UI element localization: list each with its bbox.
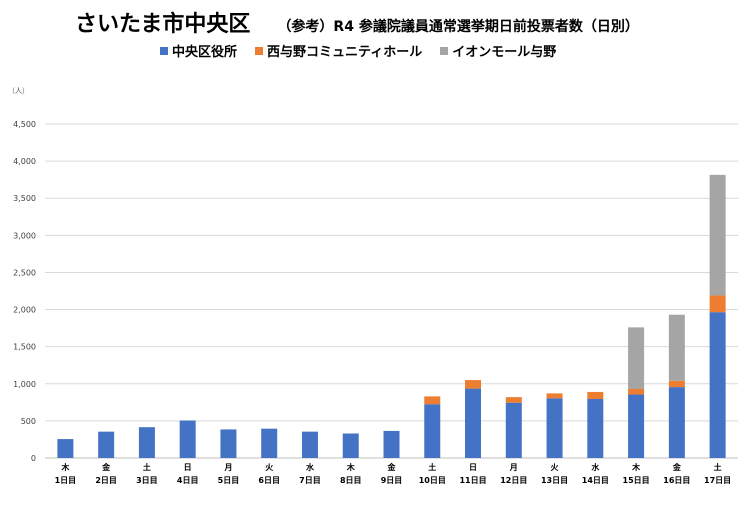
- bar-segment: [383, 430, 400, 458]
- bar-segment: [668, 380, 685, 388]
- bar-segment: [465, 388, 482, 458]
- bar-segment: [709, 174, 726, 296]
- x-tick-label: 2日目: [95, 476, 117, 485]
- x-tick-label: 12日目: [500, 476, 527, 485]
- x-tick-label: 1日目: [55, 476, 77, 485]
- y-axis-unit-label: （人）: [8, 87, 29, 95]
- y-tick-label: 2,500: [13, 268, 36, 277]
- bar-segment: [668, 314, 685, 381]
- bar-segment: [505, 397, 522, 403]
- chart-subtitle: （参考）R4 参議院議員通常選挙期日前投票者数（日別）: [277, 19, 639, 35]
- x-weekday-label: 日: [469, 463, 477, 472]
- x-weekday-label: 土: [143, 462, 151, 472]
- title-row: さいたま市中央区 （参考）R4 参議院議員通常選挙期日前投票者数（日別）: [75, 6, 639, 38]
- x-weekday-label: 金: [387, 462, 397, 472]
- bar-segment: [709, 295, 726, 313]
- x-weekday-label: 木: [346, 462, 356, 472]
- x-weekday-label: 水: [590, 462, 600, 472]
- x-weekday-label: 木: [631, 462, 641, 472]
- x-tick-label: 6日目: [258, 476, 280, 485]
- bar-segment: [628, 327, 645, 389]
- x-tick-label: 4日目: [177, 476, 199, 485]
- x-weekday-label: 金: [101, 462, 111, 472]
- bar-segment: [465, 380, 482, 389]
- bar-segment: [668, 387, 685, 458]
- x-tick-label: 8日目: [340, 476, 362, 485]
- bar-segment: [546, 398, 563, 458]
- bar-segment: [587, 391, 604, 399]
- bar-segment: [424, 396, 441, 405]
- x-weekday-label: 木: [60, 462, 70, 472]
- x-weekday-label: 火: [551, 463, 560, 472]
- y-tick-label: 3,500: [13, 194, 36, 203]
- x-tick-label: 17日目: [704, 476, 731, 485]
- bar-segment: [628, 394, 645, 458]
- legend-label-chuo-ward-office: 中央区役所: [172, 45, 238, 60]
- x-tick-label: 14日目: [582, 476, 609, 485]
- bar-segment: [301, 431, 318, 458]
- chart-title: さいたま市中央区: [75, 12, 251, 37]
- x-tick-label: 16日目: [663, 476, 690, 485]
- x-weekday-label: 土: [714, 462, 722, 472]
- bar-segment: [628, 388, 645, 395]
- legend: 中央区役所 西与野コミュニティホール イオンモール与野: [160, 41, 556, 60]
- y-tick-label: 1,000: [13, 380, 36, 389]
- y-tick-label: 500: [21, 417, 36, 426]
- bar-segment: [98, 431, 115, 458]
- x-tick-label: 15日目: [623, 476, 650, 485]
- bar-segment: [179, 420, 196, 458]
- bar-segment: [505, 402, 522, 458]
- bar-segment: [138, 427, 155, 458]
- y-tick-label: 0: [31, 454, 36, 463]
- x-weekday-label: 月: [509, 463, 518, 472]
- x-weekday-label: 日: [184, 463, 192, 472]
- bar-segment: [57, 439, 74, 458]
- y-tick-label: 4,500: [13, 120, 36, 129]
- legend-label-nishiyono-hall: 西与野コミュニティホール: [267, 45, 423, 60]
- x-weekday-label: 土: [428, 462, 436, 472]
- x-weekday-label: 水: [305, 462, 315, 472]
- bar-segment: [342, 433, 359, 458]
- y-tick-label: 4,000: [13, 157, 36, 166]
- bar-segment: [220, 429, 237, 458]
- x-tick-label: 7日目: [299, 476, 321, 485]
- legend-item-chuo-ward-office: 中央区役所: [160, 41, 237, 60]
- y-tick-label: 1,500: [13, 343, 36, 352]
- x-tick-label: 5日目: [218, 476, 240, 485]
- bar-segment: [709, 312, 726, 458]
- legend-swatch-chuo-ward-office: [160, 46, 168, 55]
- bar-segment: [587, 398, 604, 458]
- x-tick-label: 13日目: [541, 476, 568, 485]
- x-weekday-label: 月: [223, 463, 232, 472]
- x-weekday-label: 火: [265, 463, 274, 472]
- x-tick-label: 11日目: [459, 476, 486, 485]
- legend-item-aeon-mall-yono: イオンモール与野: [440, 41, 556, 60]
- legend-item-nishiyono-hall: 西与野コミュニティホール: [255, 41, 422, 60]
- y-tick-label: 2,000: [13, 306, 36, 315]
- x-weekday-label: 金: [672, 462, 682, 472]
- legend-swatch-aeon-mall-yono: [440, 46, 449, 55]
- x-tick-label: 3日目: [136, 476, 158, 485]
- legend-label-aeon-mall-yono: イオンモール与野: [452, 45, 557, 60]
- bar-segment: [261, 428, 278, 458]
- x-tick-label: 9日目: [381, 476, 403, 485]
- x-tick-label: 10日目: [419, 476, 446, 485]
- y-tick-label: 3,000: [13, 231, 36, 240]
- legend-swatch-nishiyono-hall: [255, 46, 264, 55]
- bar-segment: [546, 393, 563, 399]
- bar-segment: [424, 404, 441, 458]
